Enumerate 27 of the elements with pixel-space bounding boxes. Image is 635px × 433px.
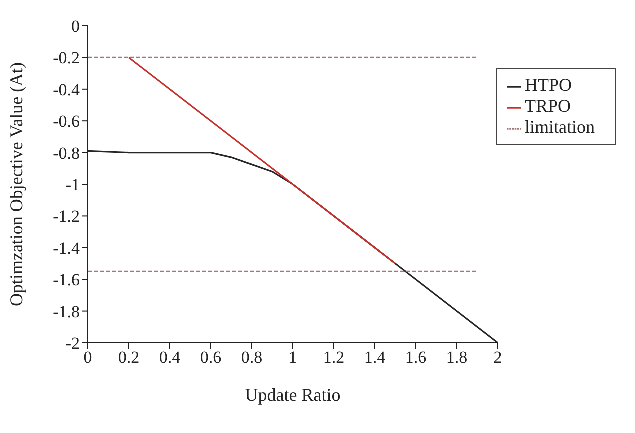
y-tick-label: -1.8 [53,302,80,322]
x-tick-label: 0 [84,348,92,368]
legend-label: HTPO [525,75,572,95]
y-tick-label: -0.4 [53,80,80,100]
y-tick-label: 0 [72,17,80,36]
y-tick-label: -0.6 [53,112,80,132]
x-tick-label: 0.8 [241,348,263,368]
x-tick-label: 1.2 [323,348,345,368]
x-tick-label: 1 [288,348,298,368]
x-tick-label: 1.6 [405,348,427,368]
y-tick-label: -1.6 [53,270,80,290]
y-tick-label: -2 [66,334,80,354]
y-tick-label: -0.2 [53,48,80,68]
y-axis-title: Optimzation Objective Value (At) [6,62,26,307]
x-tick-label: 1.4 [364,348,386,368]
legend-label: limitation [525,117,595,137]
y-tick-label: -0.8 [53,144,80,163]
x-tick-label: 1.8 [446,348,468,368]
x-tick-label: 2 [494,348,502,368]
x-tick-label: 0.4 [159,348,182,368]
y-tick-label: -1 [66,176,80,195]
x-tick-label: 0.6 [200,348,222,368]
x-tick-label: 0.2 [118,348,140,368]
x-axis-title: Update Ratio [245,385,341,405]
y-tick-label: -1.4 [53,238,80,258]
y-tick-label: -1.2 [53,207,80,226]
legend-label: TRPO [525,96,572,116]
